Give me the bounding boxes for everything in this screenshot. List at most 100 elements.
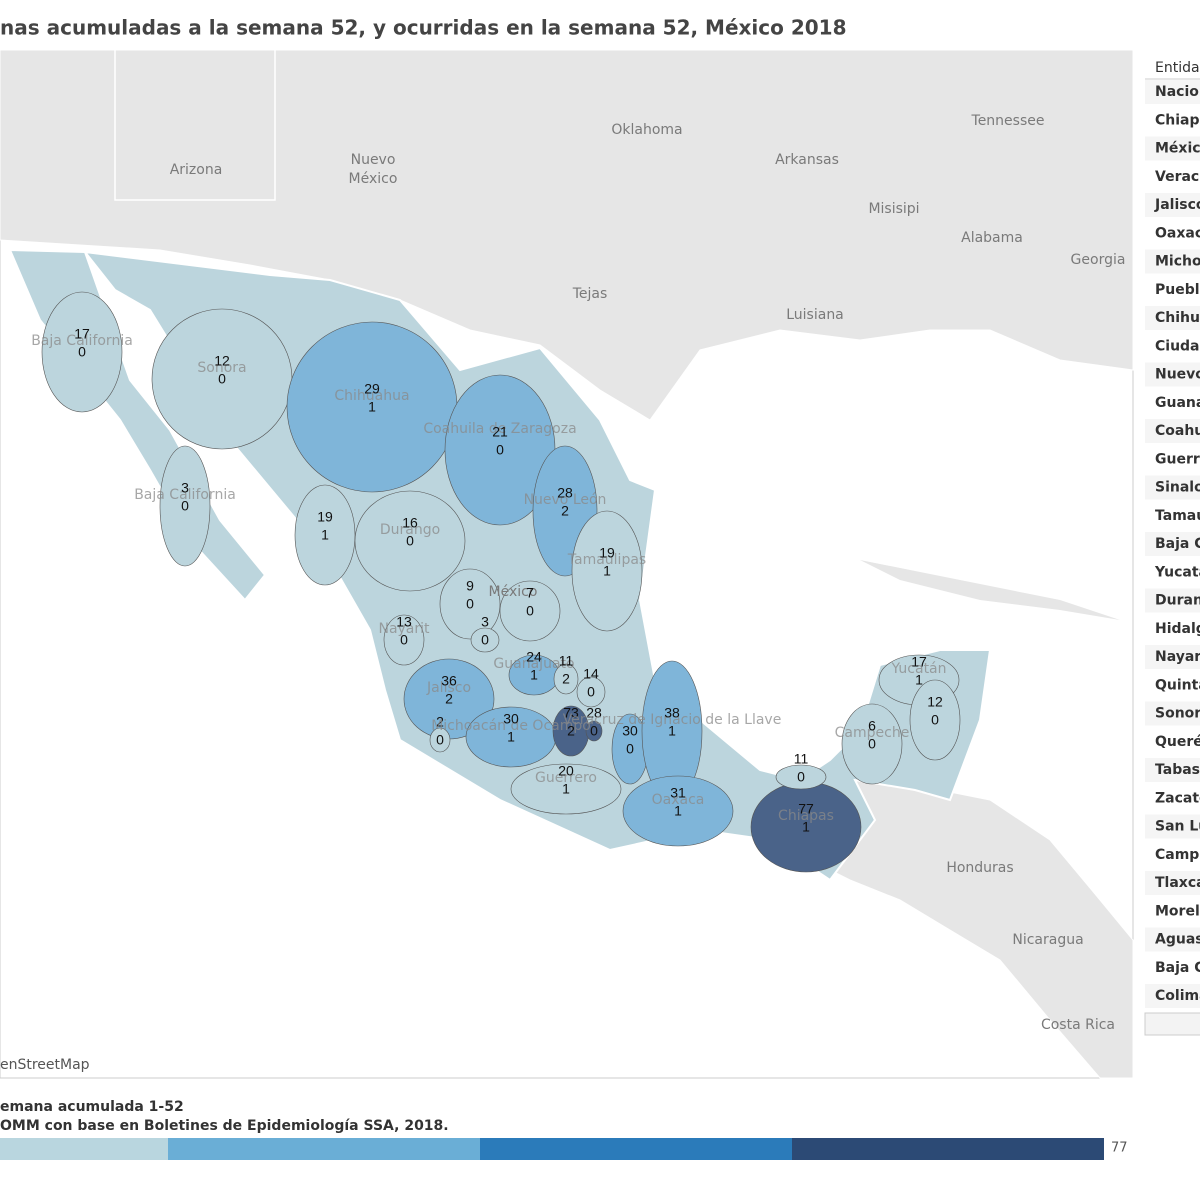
place-label: Tejas [572,286,608,302]
state-name: Durango [380,522,440,538]
state-value: 28 [557,485,573,501]
state-shape [571,510,643,632]
state-value: 0 [406,533,414,549]
state-value: 73 [563,705,579,721]
state-value: 17 [74,326,90,342]
row-bg [1145,532,1200,556]
state-value: 2 [445,691,453,707]
state-value: 12 [927,694,943,710]
legend-swatch [792,1138,1104,1160]
row-bg [1145,277,1200,302]
state-value: 19 [317,509,333,525]
row-label: Micho [1155,254,1200,270]
place-label: Nicaragua [1012,932,1083,948]
row-label: San Lu [1155,819,1200,835]
table-header: Entida [1155,60,1200,76]
state-name: Campeche [835,725,910,741]
row-label: Baja C [1155,536,1200,552]
state-name: Oaxaca [652,792,705,808]
legend-swatch [0,1138,168,1160]
state-value: 30 [503,711,519,727]
state-name: Chihuahua [334,388,409,404]
row-label: Puebla [1155,282,1200,298]
row-label: Duran [1155,593,1200,609]
place-label: Tennessee [971,113,1045,129]
state-value: 77 [798,801,814,817]
state-value: 0 [181,498,189,514]
row-bg [1145,701,1200,726]
state-value: 1 [674,803,682,819]
footer-line: OMM con base en Boletines de Epidemiolog… [0,1118,449,1134]
state-shape [841,703,903,785]
place-label: Georgia [1071,252,1126,268]
state-name: Guerrero [535,770,597,786]
row-label: Campe [1155,847,1200,863]
state-value: 6 [868,718,876,734]
state-value: 2 [436,714,444,730]
state-value: 1 [802,819,810,835]
state-value: 1 [530,667,538,683]
state-shape [429,727,451,753]
state-value: 0 [436,732,444,748]
state-value: 0 [868,736,876,752]
row-label: Tabas [1155,762,1200,778]
state-name: Baja California [134,487,236,503]
state-value: 3 [481,614,489,630]
row-label: Veracr [1155,169,1200,185]
color-legend [0,1138,1104,1160]
row-bg [1145,588,1200,613]
row-label: Baja C [1155,960,1200,976]
state-value: 19 [599,545,615,561]
state-value: 12 [214,353,230,369]
state-value: 29 [364,381,380,397]
row-bg [1145,984,1200,1008]
row-bg [1145,419,1200,443]
state-value: 38 [664,705,680,721]
row-label: Nacior [1155,84,1200,100]
state-shape [470,627,500,653]
state-value: 1 [668,723,676,739]
state-value: 20 [558,763,574,779]
row-bg [1145,249,1200,274]
row-label: Hidalg [1155,621,1200,637]
place-label: Misisipi [868,201,919,217]
legend-swatch [168,1138,480,1160]
state-name: Chiapas [778,808,834,824]
state-name: Jalisco [426,680,471,696]
row-label: Nayari [1155,649,1200,665]
state-name: Veracruz de Ignacio de la Llave [563,712,782,728]
row-bg [1145,560,1200,585]
row-bg [1145,871,1200,895]
row-label: Nuevo [1155,367,1200,383]
state-shape [553,663,579,695]
row-label: Colima [1155,988,1200,1004]
legend-swatch [480,1138,792,1160]
place-label: Alabama [961,230,1023,246]
border [114,50,276,201]
legend-max-label: 77 [1111,1141,1128,1156]
state-value: 28 [586,705,602,721]
row-label: Sonor [1155,706,1200,722]
place-label: Arizona [170,162,223,178]
state-value: 31 [670,785,686,801]
state-shape [41,291,123,413]
usa-land [0,49,1134,421]
place-label: Arkansas [775,152,839,168]
state-value: 1 [368,399,376,415]
row-label: Coahu [1155,423,1200,439]
state-value: 0 [466,596,474,612]
scroll-box[interactable] [1144,1012,1200,1036]
row-bg [1145,814,1200,839]
central-america-land [829,769,1134,1079]
row-label: Jalisco [1154,197,1200,213]
state-value: 2 [561,503,569,519]
labels: Arizona Nuevo México Oklahoma Arkansas Tennes… [31,113,1125,1033]
state-name: Baja California [31,333,133,349]
state-shape [294,484,356,586]
state-value: 9 [466,578,474,594]
row-label: Zacate [1155,790,1200,806]
state-value: 1 [603,563,611,579]
state-value: 17 [911,654,927,670]
state-value: 0 [481,632,489,648]
